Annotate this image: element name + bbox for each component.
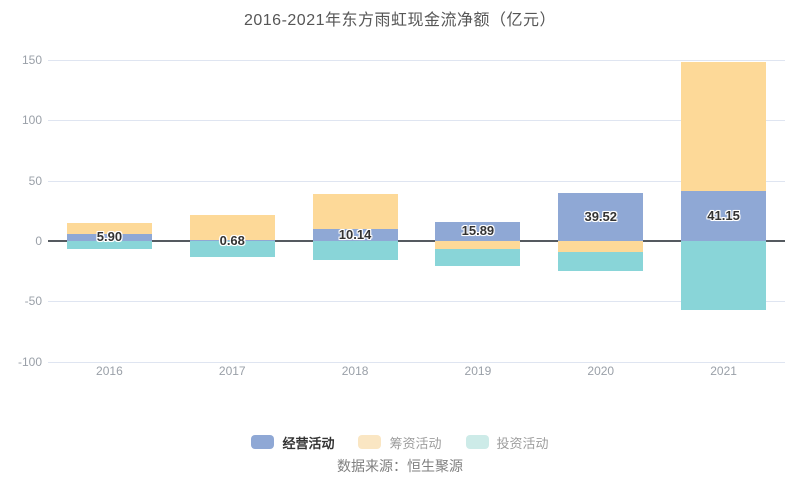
- bar-2017-operating[interactable]: [189, 240, 275, 241]
- gridline: [48, 180, 785, 182]
- bar-2017-financing[interactable]: [189, 214, 275, 241]
- x-axis-label-2018: 2018: [341, 364, 369, 378]
- legend-label-financing: 筹资活动: [389, 435, 442, 451]
- x-axis-label-2019: 2019: [464, 364, 492, 378]
- x-axis-label-2017: 2017: [218, 364, 246, 378]
- legend: 经营活动 筹资活动 投资活动: [0, 433, 800, 452]
- bar-2021-operating[interactable]: [681, 191, 767, 241]
- bar-2017-investing[interactable]: [189, 241, 275, 258]
- bar-2021-financing[interactable]: [681, 62, 767, 192]
- legend-swatch-financing: [358, 435, 382, 449]
- bar-2019-operating[interactable]: [435, 221, 521, 241]
- gridline: [48, 361, 785, 363]
- gridline: [48, 301, 785, 303]
- y-axis-tick-label: 150: [21, 53, 42, 68]
- bar-2019-financing[interactable]: [435, 241, 521, 250]
- bar-value-label-2016: 5.90: [96, 229, 123, 245]
- gridline: [48, 60, 785, 62]
- bar-value-label-2017: 0.68: [219, 232, 245, 248]
- bar-2020-financing[interactable]: [558, 241, 644, 252]
- chart-title: 2016-2021年东方雨虹现金流净额（亿元）: [243, 12, 557, 29]
- bar-value-label-2020: 39.52: [584, 209, 618, 225]
- x-axis-label-2016: 2016: [96, 364, 123, 378]
- y-axis-tick-label: 100: [21, 113, 42, 128]
- bar-2019-investing[interactable]: [435, 249, 521, 266]
- x-axis-label-2021: 2021: [710, 364, 737, 378]
- bar-2018-financing[interactable]: [312, 193, 398, 229]
- bar-value-label-2019: 15.89: [461, 223, 495, 239]
- y-axis-tick-label: 0: [35, 234, 42, 248]
- bar-2021-investing[interactable]: [681, 241, 767, 310]
- bar-2020-operating[interactable]: [558, 193, 644, 241]
- legend-item-financing[interactable]: 筹资活动: [358, 433, 442, 452]
- bar-2020-investing[interactable]: [558, 251, 644, 272]
- data-source-caption: 数据来源：恒生聚源: [337, 458, 463, 474]
- legend-item-investing[interactable]: 投资活动: [465, 433, 549, 452]
- y-axis-tick-label: -50: [24, 294, 42, 309]
- gridline: [48, 120, 785, 122]
- bar-2016-operating[interactable]: [66, 233, 152, 241]
- legend-swatch-operating: [251, 435, 275, 449]
- x-axis-label-2020: 2020: [587, 364, 615, 378]
- zero-axis-line: [48, 240, 785, 242]
- bar-value-label-2021: 41.15: [707, 208, 740, 224]
- legend-item-operating[interactable]: 经营活动: [251, 433, 334, 452]
- legend-label-operating: 经营活动: [282, 435, 335, 451]
- y-axis-tick-label: -100: [17, 354, 42, 369]
- legend-swatch-investing: [465, 435, 489, 449]
- bar-2016-financing[interactable]: [66, 223, 152, 234]
- bar-2018-operating[interactable]: [312, 228, 398, 241]
- legend-label-investing: 投资活动: [496, 435, 549, 451]
- y-axis-tick-label: 50: [28, 173, 42, 188]
- bar-2016-investing[interactable]: [66, 241, 152, 249]
- bar-value-label-2018: 10.14: [338, 226, 372, 242]
- bar-2018-investing[interactable]: [312, 241, 398, 260]
